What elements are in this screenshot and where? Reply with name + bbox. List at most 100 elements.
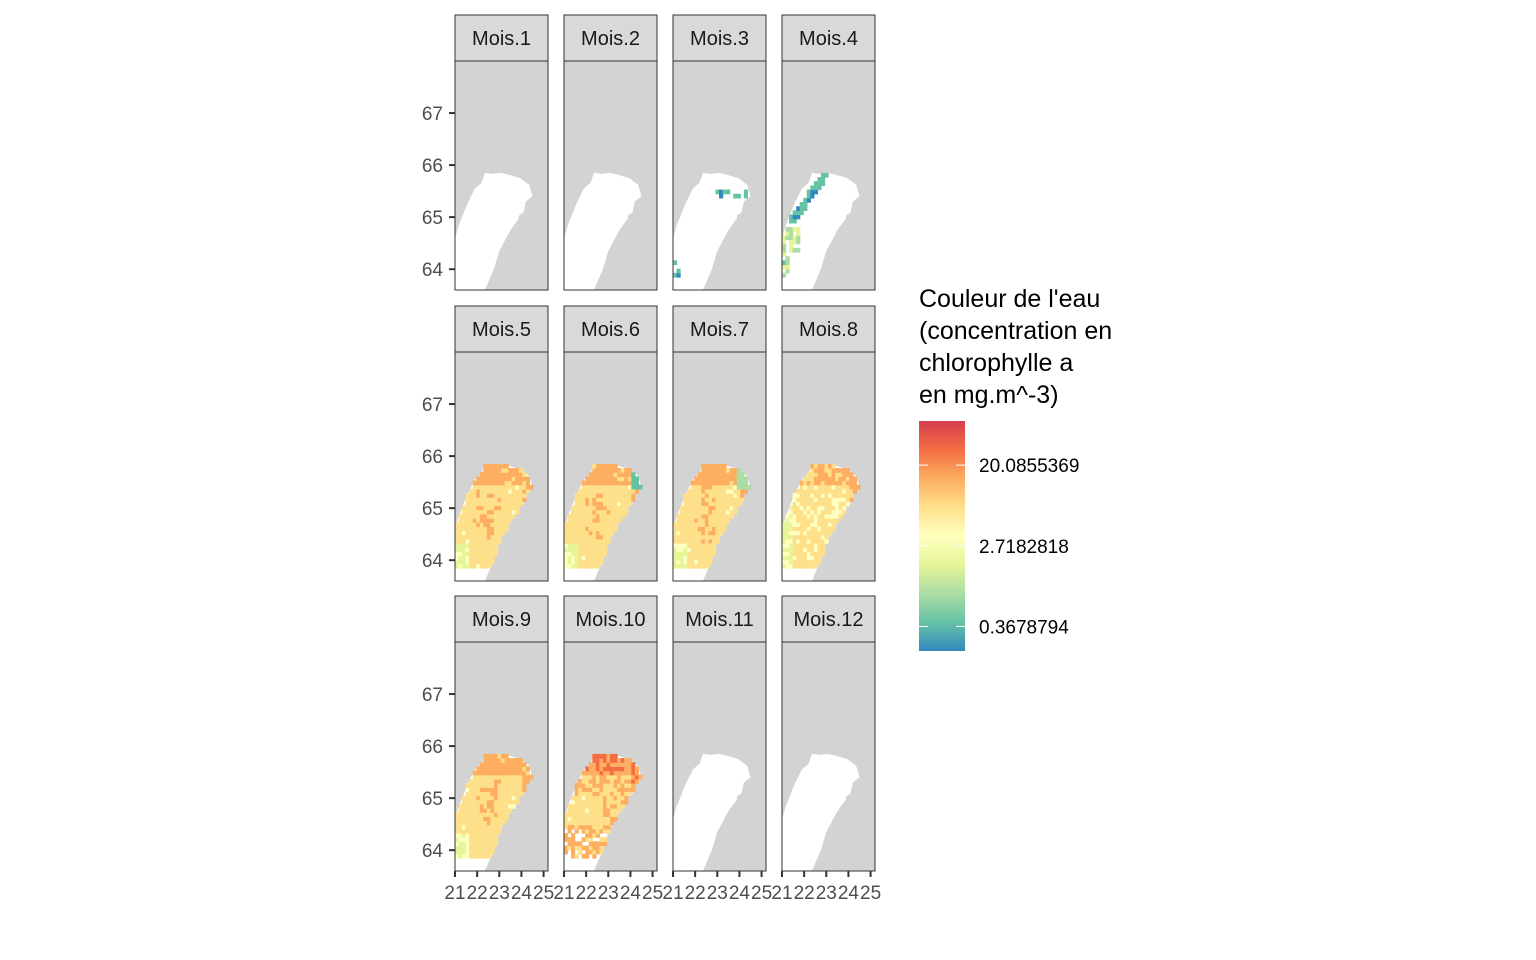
data-cell (458, 833, 463, 838)
data-cell (504, 518, 509, 523)
data-cell (845, 501, 850, 507)
data-cell (518, 497, 523, 502)
data-cell (588, 472, 593, 477)
data-cell (620, 505, 625, 511)
data-cell (602, 472, 608, 477)
data-cell (515, 799, 520, 805)
data-cell (497, 526, 502, 532)
data-cell (803, 522, 808, 527)
data-cell (476, 853, 481, 859)
data-cell (627, 468, 632, 473)
data-cell (690, 555, 695, 561)
data-cell (704, 509, 710, 515)
data-cell (849, 484, 854, 490)
data-cell (729, 501, 734, 507)
data-cell (715, 468, 720, 473)
data-cell (610, 518, 615, 523)
data-cell (588, 841, 593, 847)
data-cell (564, 824, 569, 830)
data-cell (574, 534, 579, 540)
data-cell (493, 762, 499, 767)
x-tick-label: 23 (816, 883, 837, 904)
data-cell (806, 555, 811, 561)
data-cell (504, 480, 509, 486)
data-cell (719, 480, 724, 486)
data-cell (508, 468, 513, 473)
data-cell (817, 476, 822, 482)
data-cell (595, 563, 601, 569)
data-cell (479, 795, 484, 801)
data-cell (595, 833, 601, 838)
data-cell (479, 803, 484, 809)
data-cell (595, 845, 601, 851)
data-cell (455, 543, 460, 548)
data-cell (799, 543, 804, 548)
data-cell (592, 783, 597, 788)
data-cell (522, 766, 527, 772)
data-cell (504, 472, 509, 477)
data-cell (567, 808, 572, 813)
lake-outline (782, 753, 860, 871)
data-cell (606, 812, 611, 817)
data-cell (581, 559, 586, 565)
data-cell (479, 828, 484, 834)
data-cell (817, 480, 822, 486)
data-cell (595, 791, 601, 797)
data-cell (588, 559, 593, 565)
data-cell (726, 501, 731, 507)
data-cell (504, 497, 509, 502)
facet-label: Mois.4 (799, 28, 858, 50)
data-cell (606, 820, 611, 826)
data-cell (578, 518, 583, 523)
data-cell (835, 493, 840, 498)
facet-7: Mois.7 (672, 305, 767, 582)
data-cell (493, 472, 499, 477)
data-cell (518, 488, 523, 494)
data-cell (726, 468, 731, 473)
data-cell (599, 824, 604, 830)
data-cell (849, 497, 854, 502)
data-cell (486, 803, 492, 809)
data-cell (806, 522, 811, 527)
data-cell (715, 488, 720, 494)
data-cell (595, 501, 601, 507)
data-cell (469, 551, 474, 557)
data-cell (592, 518, 597, 523)
data-cell (455, 526, 460, 532)
data-cell (719, 463, 724, 469)
data-cell (613, 526, 618, 532)
data-cell (828, 463, 833, 469)
data-cell (525, 484, 530, 490)
data-cell (574, 799, 579, 805)
data-cell (581, 538, 586, 544)
data-cell (673, 260, 678, 266)
data-cell (849, 476, 854, 482)
data-cell (613, 497, 618, 502)
data-cell (479, 538, 484, 544)
data-cell (799, 526, 804, 532)
data-cell (803, 547, 808, 552)
data-cell (462, 522, 467, 527)
data-cell (613, 787, 618, 792)
data-cell (574, 824, 579, 830)
data-cell (571, 833, 576, 838)
panel-border (781, 641, 876, 872)
data-cell (595, 816, 601, 822)
data-cell (785, 530, 790, 536)
data-cell (820, 463, 826, 469)
data-cell (581, 812, 586, 817)
data-cell (462, 808, 467, 813)
data-cell (476, 493, 481, 498)
data-cell (501, 787, 506, 792)
data-cell (690, 480, 695, 486)
data-cell (458, 522, 463, 527)
data-cell (627, 787, 632, 792)
data-cell (613, 812, 618, 817)
island (518, 213, 531, 222)
data-cell (813, 468, 819, 473)
data-cell (680, 534, 685, 540)
data-cell (792, 551, 797, 557)
data-cell (810, 526, 815, 532)
data-cell (455, 559, 460, 565)
data-cell (602, 522, 608, 527)
